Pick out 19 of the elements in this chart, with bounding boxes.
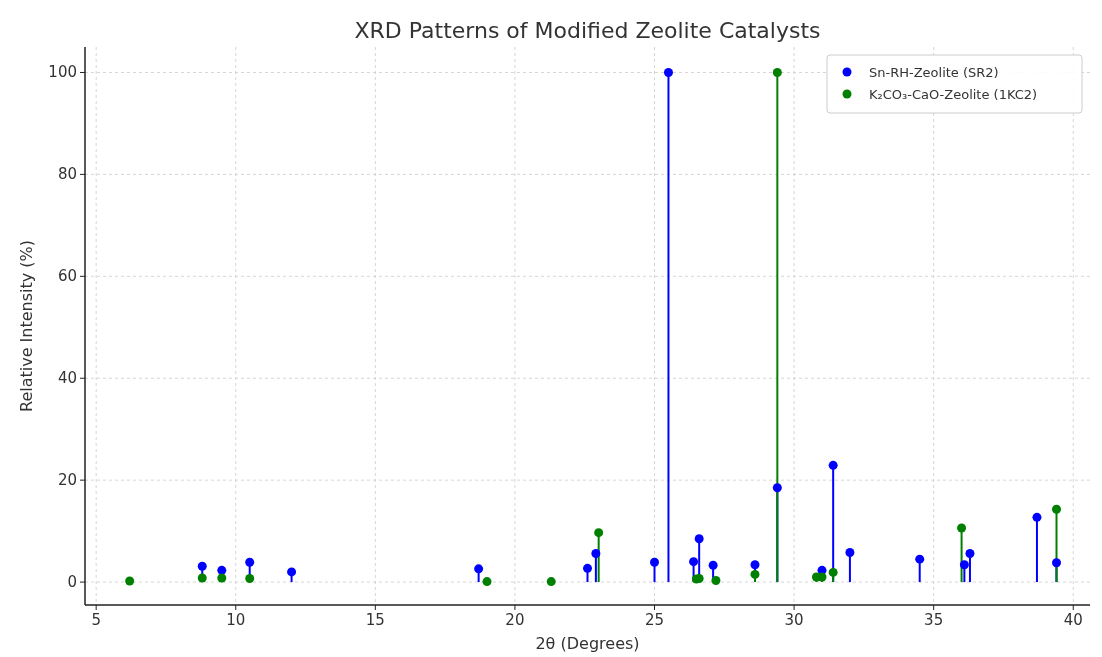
chart-title: XRD Patterns of Modified Zeolite Catalysts: [354, 18, 821, 43]
x-tick-label: 40: [1063, 611, 1083, 629]
x-tick-label: 25: [644, 611, 665, 629]
x-tick-label: 30: [784, 611, 804, 629]
y-tick-label: 0: [67, 573, 77, 592]
y-tick-label: 40: [57, 369, 77, 388]
y-tick-label: 100: [48, 63, 77, 82]
x-tick-label: 15: [365, 611, 385, 629]
x-axis-title: 2θ (Degrees): [535, 634, 640, 653]
y-tick-label: 60: [57, 267, 77, 286]
legend-label: K₂CO₃-CaO-Zeolite (1KC2): [869, 87, 1038, 102]
y-tick-label: 20: [57, 471, 77, 490]
y-axis-title: Relative Intensity (%): [17, 239, 36, 413]
legend-label: Sn-RH-Zeolite (SR2): [869, 65, 999, 80]
x-tick-label: 10: [226, 611, 246, 629]
x-tick-label: 5: [91, 611, 101, 629]
x-tick-label: 20: [505, 611, 525, 629]
x-tick-label: 35: [924, 611, 944, 629]
y-tick-label: 80: [57, 165, 77, 184]
